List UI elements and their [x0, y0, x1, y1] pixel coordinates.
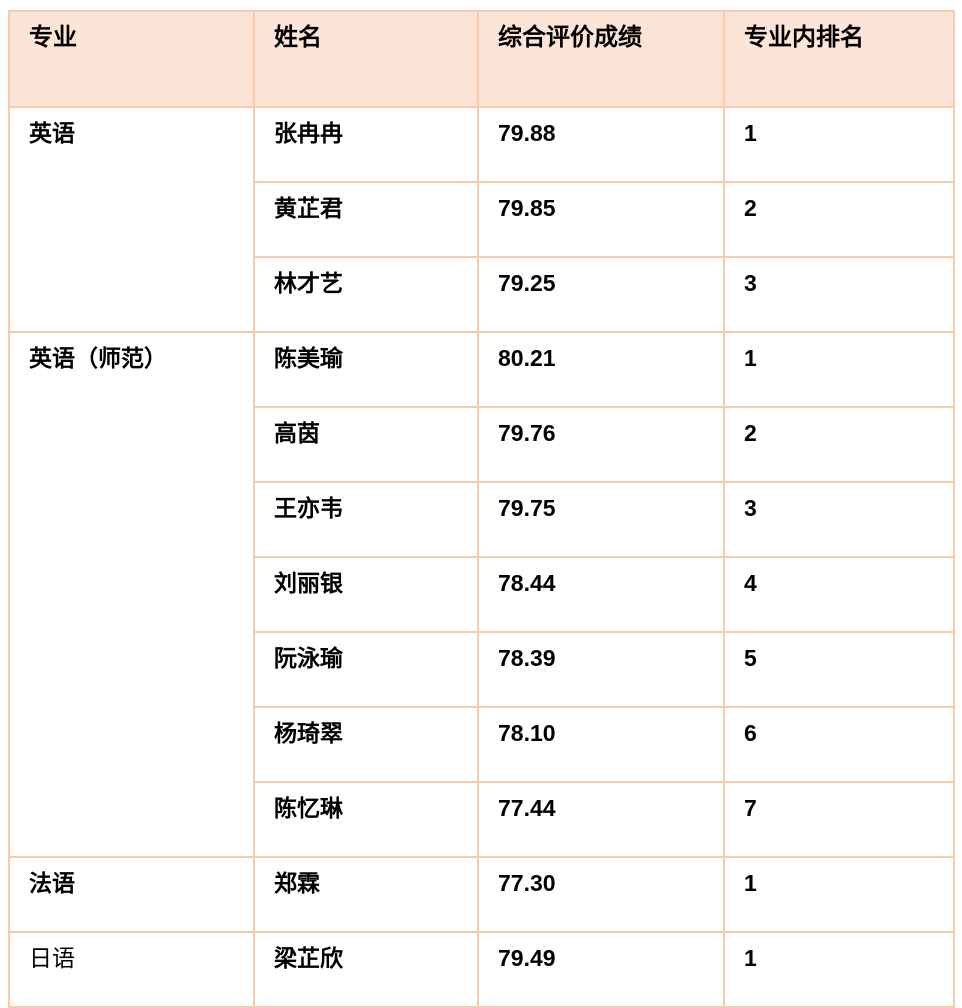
rank-cell: 7: [723, 781, 955, 858]
table-row: 阮泳瑜 78.39 5: [9, 631, 955, 708]
name-cell: 刘丽银: [253, 556, 479, 633]
rank-cell: 1: [723, 931, 955, 1008]
rank-cell: 2: [723, 181, 955, 258]
table-row: 高茵 79.76 2: [9, 406, 955, 483]
score-cell: 77.44: [477, 781, 725, 858]
header-major: 专业: [8, 10, 255, 108]
table-row: 王亦韦 79.75 3: [9, 481, 955, 558]
table-row: 日语 梁芷欣 79.49 1: [8, 931, 955, 1008]
major-cell: 英语: [8, 106, 255, 333]
name-cell: 王亦韦: [253, 481, 479, 558]
name-cell: 杨琦翠: [253, 706, 479, 783]
name-cell: 郑霖: [253, 856, 479, 933]
major-cell: 英语（师范）: [8, 331, 255, 858]
name-cell: 梁芷欣: [253, 931, 479, 1008]
score-cell: 77.30: [477, 856, 725, 933]
score-cell: 78.44: [477, 556, 725, 633]
rank-cell: 3: [723, 481, 955, 558]
score-cell: 79.25: [477, 256, 725, 333]
major-cell: 法语: [8, 856, 255, 933]
header-row: 专业 姓名 综合评价成绩 专业内排名: [8, 10, 955, 108]
score-cell: 80.21: [477, 331, 725, 408]
table-row: 黄芷君 79.85 2: [9, 181, 955, 258]
table-row: 林才艺 79.25 3: [9, 256, 955, 333]
header-name: 姓名: [253, 10, 479, 108]
table-row: 杨琦翠 78.10 6: [9, 706, 955, 783]
score-cell: 78.39: [477, 631, 725, 708]
name-cell: 林才艺: [253, 256, 479, 333]
table-row: 刘丽银 78.44 4: [9, 556, 955, 633]
table-row: 英语 张冉冉 79.88 1: [8, 106, 955, 333]
name-cell: 陈美瑜: [253, 331, 479, 408]
table-row: 陈忆琳 77.44 7: [9, 781, 955, 858]
score-cell: 79.75: [477, 481, 725, 558]
table-body: 英语 张冉冉 79.88 1 黄芷君 79.85 2 林才艺 79.25 3 英语（师范） 陈美瑜 80…: [8, 106, 955, 1008]
name-cell: 张冉冉: [253, 106, 479, 183]
rank-cell: 6: [723, 706, 955, 783]
name-cell: 阮泳瑜: [253, 631, 479, 708]
rank-cell: 5: [723, 631, 955, 708]
name-cell: 陈忆琳: [253, 781, 479, 858]
score-cell: 79.88: [477, 106, 725, 183]
rank-cell: 4: [723, 556, 955, 633]
rank-cell: 3: [723, 256, 955, 333]
table-row: 法语 郑霖 77.30 1: [8, 856, 955, 933]
rank-cell: 1: [723, 856, 955, 933]
score-cell: 79.76: [477, 406, 725, 483]
rank-cell: 2: [723, 406, 955, 483]
score-cell: 79.85: [477, 181, 725, 258]
score-cell: 78.10: [477, 706, 725, 783]
table-row: 英语（师范） 陈美瑜 80.21 1: [8, 331, 955, 858]
rank-cell: 1: [723, 106, 955, 183]
name-cell: 黄芷君: [253, 181, 479, 258]
name-cell: 高茵: [253, 406, 479, 483]
major-cell: 日语: [8, 931, 255, 1008]
header-score: 综合评价成绩: [477, 10, 725, 108]
header-rank: 专业内排名: [723, 10, 955, 108]
rank-cell: 1: [723, 331, 955, 408]
score-cell: 79.49: [477, 931, 725, 1008]
major-ranking-table: 专业 姓名 综合评价成绩 专业内排名 英语 张冉冉 79.88 1 黄芷君 79.85 2 林…: [8, 10, 955, 1008]
